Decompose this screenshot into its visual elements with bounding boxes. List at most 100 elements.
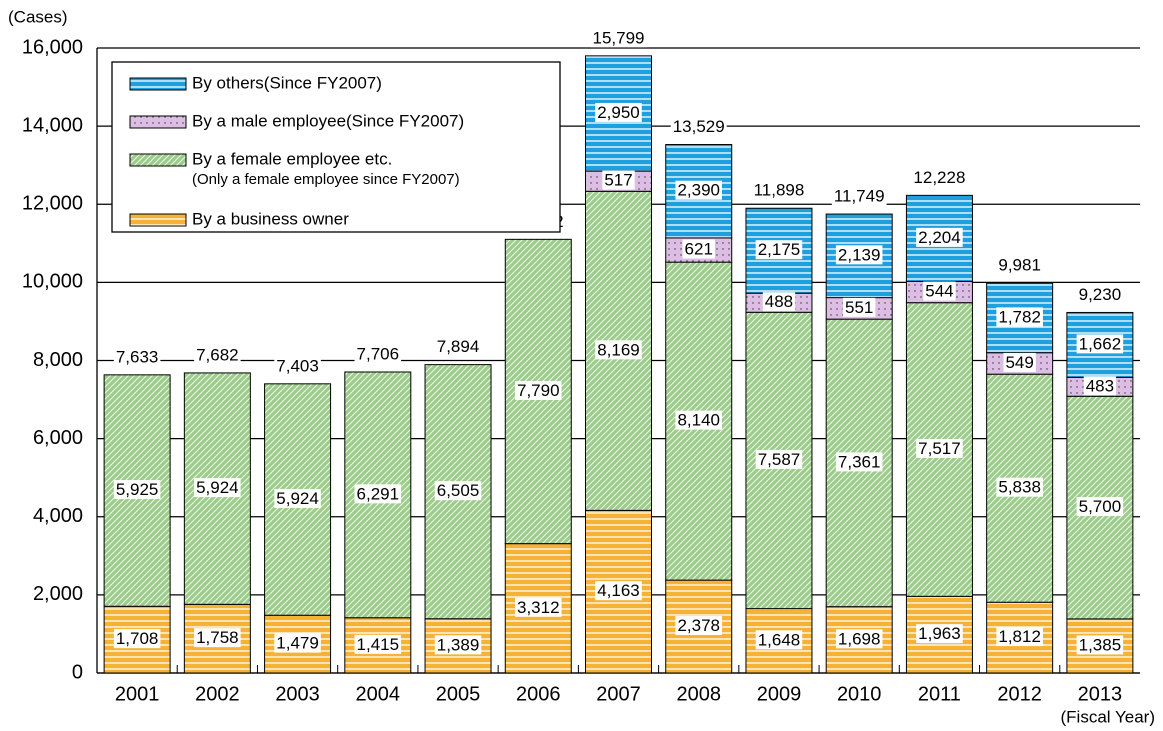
data-label: 1,782 (998, 307, 1041, 326)
data-label-bg (755, 630, 803, 650)
data-label: 483 (1086, 376, 1114, 395)
data-label-bg (595, 581, 642, 601)
data-label: 7,361 (838, 452, 881, 471)
data-label-bg (835, 245, 883, 265)
total-label-bg (354, 344, 402, 364)
total-label: 9,981 (998, 256, 1041, 275)
data-label-bg (434, 635, 482, 655)
data-label: 621 (685, 239, 713, 258)
data-label: 7,790 (517, 381, 560, 400)
total-label: 11,898 (754, 181, 805, 200)
data-label: 3,312 (517, 598, 560, 617)
data-label-bg (996, 477, 1043, 497)
data-label: 2,175 (758, 240, 801, 259)
data-label-bg (923, 281, 956, 301)
data-label-bg (514, 380, 562, 400)
total-label: 7,894 (437, 337, 480, 356)
legend-label: By a male employee(Since FY2007) (192, 111, 464, 130)
data-label: 1,385 (1079, 635, 1122, 654)
data-label: 549 (1005, 353, 1033, 372)
data-label-bg (1076, 635, 1124, 655)
x-tick-label: 2007 (596, 683, 641, 705)
data-label: 5,700 (1079, 497, 1122, 516)
y-tick-label: 0 (72, 661, 83, 683)
data-label-bg (916, 624, 963, 644)
data-label: 8,169 (597, 340, 640, 359)
data-label-bg (996, 627, 1043, 647)
data-label: 5,925 (116, 480, 159, 499)
data-label: 1,758 (196, 628, 239, 647)
data-label-bg (274, 633, 321, 653)
y-axis-label: (Cases) (8, 7, 68, 26)
data-label: 2,390 (677, 181, 720, 200)
data-label-bg (194, 478, 241, 498)
data-label: 6,291 (357, 484, 400, 503)
data-label-bg (514, 597, 562, 617)
x-tick-label: 2003 (275, 683, 320, 705)
data-label-bg (675, 410, 723, 430)
data-label-bg (675, 180, 723, 200)
total-label: 15,799 (593, 28, 645, 47)
data-label: 488 (765, 292, 793, 311)
data-label: 544 (925, 282, 953, 301)
legend-swatch (129, 213, 187, 227)
data-label-bg (434, 481, 482, 501)
data-label-bg (113, 480, 161, 500)
total-label-bg (194, 345, 241, 365)
data-label-bg (1076, 497, 1124, 517)
data-label-bg (835, 452, 883, 472)
x-tick-label: 2005 (436, 683, 481, 705)
total-label-bg (670, 117, 727, 137)
data-label-bg (113, 629, 161, 649)
legend-swatch (129, 153, 187, 167)
data-label: 2,204 (918, 228, 961, 247)
total-label: 7,633 (116, 347, 159, 366)
x-tick-label: 2013 (1078, 683, 1123, 705)
data-label-bg (682, 239, 715, 259)
total-label-bg (274, 356, 321, 376)
legend-swatch (129, 115, 187, 129)
data-label: 5,924 (196, 478, 239, 497)
data-label-bg (354, 634, 402, 654)
data-label: 1,662 (1079, 334, 1122, 353)
y-tick-label: 6,000 (33, 427, 83, 449)
legend-swatch (129, 77, 187, 91)
legend-label: By others(Since FY2007) (192, 73, 382, 92)
data-label: 1,479 (276, 634, 319, 653)
y-tick-label: 8,000 (33, 349, 83, 371)
x-tick-label: 2011 (918, 683, 961, 705)
data-label: 1,389 (437, 635, 480, 654)
data-label-bg (755, 240, 803, 260)
data-label-bg (595, 102, 642, 122)
data-label: 517 (604, 171, 632, 190)
legend-label: By a female employee etc. (192, 149, 392, 168)
data-label: 1,648 (758, 630, 801, 649)
data-label-bg (843, 297, 876, 317)
data-label-bg (602, 170, 635, 190)
data-label-bg (1003, 352, 1036, 372)
total-label-bg (590, 28, 647, 48)
total-label: 12,228 (913, 168, 965, 187)
data-label-bg (835, 629, 883, 649)
total-label-bg (1076, 284, 1124, 304)
data-label-bg (354, 484, 402, 504)
x-tick-label: 2004 (356, 683, 401, 705)
data-label-bg (675, 616, 723, 636)
data-label-bg (194, 628, 241, 648)
x-tick-label: 2010 (837, 683, 882, 705)
total-label-bg (751, 180, 807, 200)
data-label-bg (996, 307, 1043, 327)
y-tick-label: 10,000 (22, 271, 83, 293)
x-tick-label: 2012 (997, 683, 1042, 705)
total-label-bg (831, 186, 887, 206)
total-label: 7,403 (276, 356, 319, 375)
data-label: 1,708 (116, 629, 159, 648)
data-label-bg (1083, 376, 1117, 396)
data-label-bg (916, 227, 963, 247)
x-tick-label: 2002 (195, 683, 240, 705)
data-label: 2,378 (677, 616, 720, 635)
data-label: 2,139 (838, 245, 881, 264)
legend-note: (Only a female employee since FY2007) (192, 171, 460, 188)
total-label: 7,682 (196, 345, 239, 364)
